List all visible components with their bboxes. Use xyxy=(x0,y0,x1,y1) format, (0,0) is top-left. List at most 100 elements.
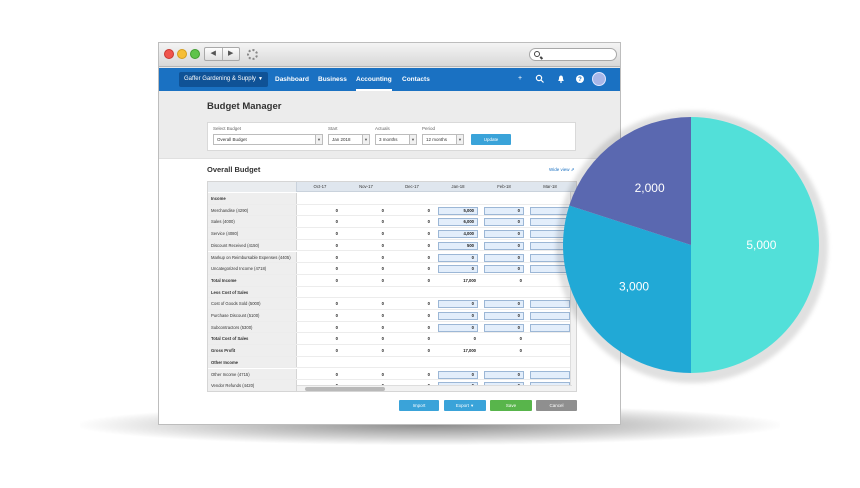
start-label: Start xyxy=(328,126,338,131)
select-budget-dropdown[interactable]: Overall Budget ▼ xyxy=(213,134,323,145)
wide-view-link[interactable]: Wide view ⇗ xyxy=(549,167,575,172)
budget-input[interactable]: 0 xyxy=(438,312,478,320)
select-budget-label: Select Budget xyxy=(213,126,242,131)
budget-cell: 0 xyxy=(519,348,522,354)
budget-input[interactable]: 0 xyxy=(484,230,524,239)
budget-input[interactable] xyxy=(530,323,570,332)
budget-cell: 0 xyxy=(381,266,384,272)
nav-contacts[interactable]: Contacts xyxy=(402,76,430,83)
column-header: Oct-17 xyxy=(313,184,327,189)
scrollbar-thumb[interactable] xyxy=(305,387,385,391)
budget-filter-panel: Select Budget Overall Budget ▼ Start Jan… xyxy=(207,122,576,151)
app-nav-bar: Gaffer Gardening & Supply ▼ Dashboard Bus… xyxy=(159,68,620,91)
period-dropdown[interactable]: 12 months ▼ xyxy=(422,134,464,145)
row-label: Markup on Reimbursable Expenses (4405) xyxy=(208,251,297,263)
pie-slice-label: 5,000 xyxy=(746,238,776,252)
budget-input[interactable] xyxy=(530,312,570,320)
total-row: Total Cost of Sales 0 0 0 0 0 xyxy=(208,333,576,346)
budget-cell: 0 xyxy=(335,313,338,318)
search-input[interactable] xyxy=(529,48,617,61)
column-header: Jan-18 xyxy=(451,184,465,189)
budget-cell: 0 xyxy=(427,301,430,307)
plus-icon[interactable]: + xyxy=(517,75,523,82)
row-label: Gross Profit xyxy=(208,345,297,356)
actuals-dropdown[interactable]: 3 months ▼ xyxy=(375,134,417,145)
import-button[interactable]: Import xyxy=(399,400,439,411)
budget-input[interactable]: 0 xyxy=(484,265,524,274)
budget-cell: 0 xyxy=(381,207,384,213)
budget-cell: 0 xyxy=(335,336,338,342)
budget-input[interactable]: 0 xyxy=(484,218,524,227)
search-icon[interactable] xyxy=(535,74,545,84)
budget-cell: 0 xyxy=(381,219,384,225)
budget-input[interactable]: 0 xyxy=(484,253,524,262)
main-content: Budget Manager Select Budget Overall Bud… xyxy=(159,91,620,424)
budget-input[interactable]: 0 xyxy=(484,323,524,332)
budget-input[interactable] xyxy=(530,370,570,379)
avatar[interactable] xyxy=(592,72,606,86)
chevron-down-icon: ▼ xyxy=(409,135,416,144)
start-dropdown[interactable]: Jan 2018 ▼ xyxy=(328,134,370,145)
budget-input[interactable]: 0 xyxy=(484,370,524,379)
budget-cell: 0 xyxy=(427,371,430,377)
budget-input[interactable]: 0 xyxy=(484,241,524,250)
company-switcher[interactable]: Gaffer Gardening & Supply ▼ xyxy=(179,72,268,87)
nav-accounting[interactable]: Accounting xyxy=(356,68,392,91)
horizontal-scrollbar[interactable] xyxy=(297,385,572,391)
forward-icon[interactable]: ▶ xyxy=(228,50,234,57)
budget-input[interactable]: 0 xyxy=(484,206,524,215)
budget-cell: 0 xyxy=(427,242,430,248)
actuals-value: 3 months xyxy=(379,137,398,142)
pie-slice-label: 2,000 xyxy=(635,181,665,195)
total-row: Gross Profit 0 0 0 17,000 0 xyxy=(208,345,576,357)
section-row: Less Cost of Sales xyxy=(208,286,576,299)
budget-input[interactable]: 0 xyxy=(438,323,478,332)
save-button[interactable]: Save xyxy=(490,400,532,411)
chevron-down-icon: ▼ xyxy=(257,76,263,82)
budget-input[interactable]: 0 xyxy=(438,300,478,309)
budget-input[interactable]: 500 xyxy=(438,241,478,250)
budget-cell: 0 xyxy=(381,242,384,248)
row-label: Other Income (4715) xyxy=(208,368,297,380)
budget-input[interactable]: 6,000 xyxy=(438,218,478,227)
budget-input[interactable]: 5,000 xyxy=(438,206,478,215)
row-label: Income xyxy=(208,193,297,204)
budget-input[interactable]: 4,000 xyxy=(438,230,478,239)
help-icon[interactable]: ? xyxy=(575,74,585,84)
budget-cell: 0 xyxy=(473,336,476,342)
actuals-label: Actuals xyxy=(375,126,390,131)
export-button[interactable]: Export ▼ xyxy=(444,400,486,411)
back-icon[interactable]: ◀ xyxy=(205,48,223,60)
cancel-button[interactable]: Cancel xyxy=(536,400,577,411)
table-row: Subcontractors (5300) 0 0 0 0 0 xyxy=(208,321,576,334)
budget-input[interactable]: 0 xyxy=(438,253,478,262)
budget-input[interactable] xyxy=(530,300,570,309)
budget-cell: 0 xyxy=(427,207,430,213)
history-buttons: ◀ ▶ xyxy=(204,47,240,61)
budget-cell: 0 xyxy=(427,336,430,342)
budget-cell: 0 xyxy=(335,266,338,272)
svg-text:?: ? xyxy=(578,77,582,83)
table-row: Uncategorized Income (4718) 0 0 0 0 0 xyxy=(208,263,576,275)
budget-cell: 0 xyxy=(427,348,430,354)
zoom-window-button[interactable] xyxy=(190,49,200,59)
chevron-down-icon: ▼ xyxy=(470,403,475,408)
close-window-button[interactable] xyxy=(164,49,174,59)
pie-slice xyxy=(569,117,691,245)
column-header: Dec-17 xyxy=(405,184,419,189)
budget-cell: 0 xyxy=(427,324,430,330)
row-label: Subcontractors (5300) xyxy=(208,321,297,333)
update-button[interactable]: Update xyxy=(471,134,511,145)
table-row: Markup on Reimbursable Expenses (4405) 0 0… xyxy=(208,251,576,264)
budget-input[interactable]: 0 xyxy=(484,300,524,309)
budget-input[interactable]: 0 xyxy=(438,370,478,379)
table-row: Discount Received (4150) 0 0 0 500 0 xyxy=(208,239,576,252)
minimize-window-button[interactable] xyxy=(177,49,187,59)
row-label: Purchase Discount (5100) xyxy=(208,310,297,321)
nav-business[interactable]: Business xyxy=(318,76,347,83)
nav-dashboard[interactable]: Dashboard xyxy=(275,76,309,83)
budget-input[interactable]: 0 xyxy=(484,312,524,320)
bell-icon[interactable] xyxy=(556,74,566,84)
budget-input[interactable]: 0 xyxy=(438,265,478,274)
table-row: Cost of Goods Sold (5000) 0 0 0 0 0 xyxy=(208,298,576,310)
